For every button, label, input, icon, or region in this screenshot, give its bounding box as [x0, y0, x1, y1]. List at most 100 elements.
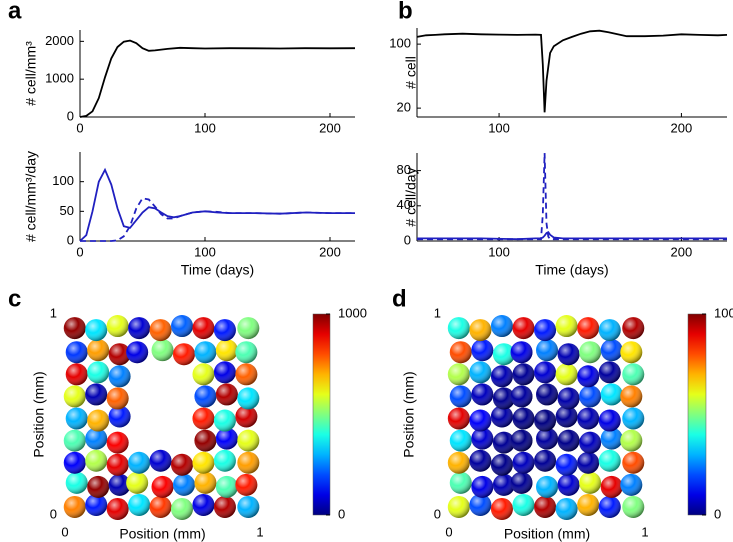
sphere-shading — [149, 319, 172, 342]
y-tick-label: 1000 — [45, 71, 74, 86]
sphere-shading — [106, 315, 129, 338]
sphere-shading — [622, 495, 645, 518]
sphere-shading — [469, 493, 492, 516]
x-axis-label: Time (days) — [535, 262, 608, 278]
sphere-shading — [215, 427, 238, 450]
sphere-shading — [471, 339, 494, 362]
y-axis-label: # cell/mm³/day — [23, 151, 39, 242]
sphere-shading — [213, 495, 236, 518]
sphere-shading — [510, 429, 533, 452]
y-axis-label: Position (mm) — [31, 371, 47, 457]
sphere-shading — [577, 451, 600, 474]
sphere-shading — [215, 383, 238, 406]
sphere-shading — [577, 317, 600, 340]
x-tick-label: 0 — [61, 524, 68, 539]
sphere-shading — [213, 361, 236, 384]
sphere-shading — [237, 429, 260, 452]
sphere-shading — [63, 451, 86, 474]
sphere-shading — [65, 363, 88, 386]
sphere-shading — [492, 431, 515, 454]
y-tick-label: 1 — [50, 305, 57, 320]
x-tick-label: 200 — [671, 120, 693, 135]
sphere-shading — [106, 387, 129, 410]
sphere-shading — [557, 473, 580, 496]
sphere-shading — [106, 497, 129, 520]
sphere-shading — [622, 407, 645, 430]
sphere-shading — [600, 475, 623, 498]
sphere-shading — [149, 495, 172, 518]
sphere-shading — [620, 385, 643, 408]
x-tick-label: 200 — [671, 244, 693, 259]
colorbar — [312, 313, 331, 516]
sphere-shading — [194, 471, 217, 494]
sphere-shading — [555, 453, 578, 476]
sphere-shading — [469, 449, 492, 472]
sphere-shading — [65, 471, 88, 494]
sphere-shading — [620, 341, 643, 364]
sphere-shading — [449, 471, 472, 494]
sphere-shading — [534, 495, 557, 518]
data-line — [79, 167, 355, 242]
sphere-shading — [63, 429, 86, 452]
sphere-shading — [512, 493, 535, 516]
sphere-shading — [192, 493, 215, 516]
sphere-shading — [620, 429, 643, 452]
y-tick-label: 1 — [434, 305, 441, 320]
sphere-shading — [237, 317, 260, 340]
sphere-shading — [557, 387, 580, 410]
sphere-shading — [108, 405, 131, 428]
x-tick-label: 200 — [319, 244, 341, 259]
sphere-shading — [557, 343, 580, 366]
sphere-shading — [215, 475, 238, 498]
sphere-shading — [510, 471, 533, 494]
sphere-shading — [194, 429, 217, 452]
sphere-shading — [469, 319, 492, 342]
x-tick-label: 100 — [488, 120, 510, 135]
y-axis-label: # cell/mm³ — [23, 41, 39, 106]
sphere-shading — [213, 319, 236, 342]
panel-label: c — [8, 285, 21, 312]
sphere-shading — [512, 451, 535, 474]
x-tick-label: 100 — [194, 244, 216, 259]
sphere-shading — [235, 473, 258, 496]
sphere-shading — [235, 363, 258, 386]
sphere-shading — [151, 339, 174, 362]
x-axis-label: Position (mm) — [119, 526, 205, 542]
sphere-shading — [557, 429, 580, 452]
sphere-shading — [600, 339, 623, 362]
y-tick-label: 100 — [389, 36, 411, 51]
sphere-shading — [235, 405, 258, 428]
y-tick-label: 40 — [397, 197, 411, 212]
sphere-shading — [447, 495, 470, 518]
sphere-shading — [490, 315, 513, 338]
sphere-shading — [126, 471, 149, 494]
data-line — [80, 197, 355, 242]
sphere-shading — [620, 473, 643, 496]
x-tick-label: 0 — [76, 120, 83, 135]
sphere-shading — [106, 453, 129, 476]
sphere-shading — [87, 409, 110, 432]
sphere-shading — [598, 361, 621, 384]
x-axis-label: Time (days) — [181, 262, 254, 278]
sphere-shading — [192, 363, 215, 386]
data-line — [417, 152, 727, 241]
sphere-shading — [579, 341, 602, 364]
colorbar-tick-label: 1000 — [338, 305, 367, 320]
sphere-shading — [598, 449, 621, 472]
sphere-shading — [171, 315, 193, 338]
sphere-shading — [171, 497, 193, 520]
sphere-shading — [237, 387, 260, 410]
sphere-shading — [510, 341, 533, 364]
x-tick-label: 0 — [445, 524, 452, 539]
sphere-shading — [536, 475, 558, 498]
sphere-shading — [471, 427, 494, 450]
x-tick-label: 100 — [194, 120, 216, 135]
colorbar-tick-label: 0 — [714, 506, 721, 521]
sphere-shading — [512, 407, 535, 430]
panel-label: d — [392, 285, 407, 312]
x-tick-label: 200 — [319, 120, 341, 135]
sphere-shading — [555, 497, 578, 520]
sphere-shading — [65, 341, 88, 364]
sphere-shading — [512, 363, 535, 386]
